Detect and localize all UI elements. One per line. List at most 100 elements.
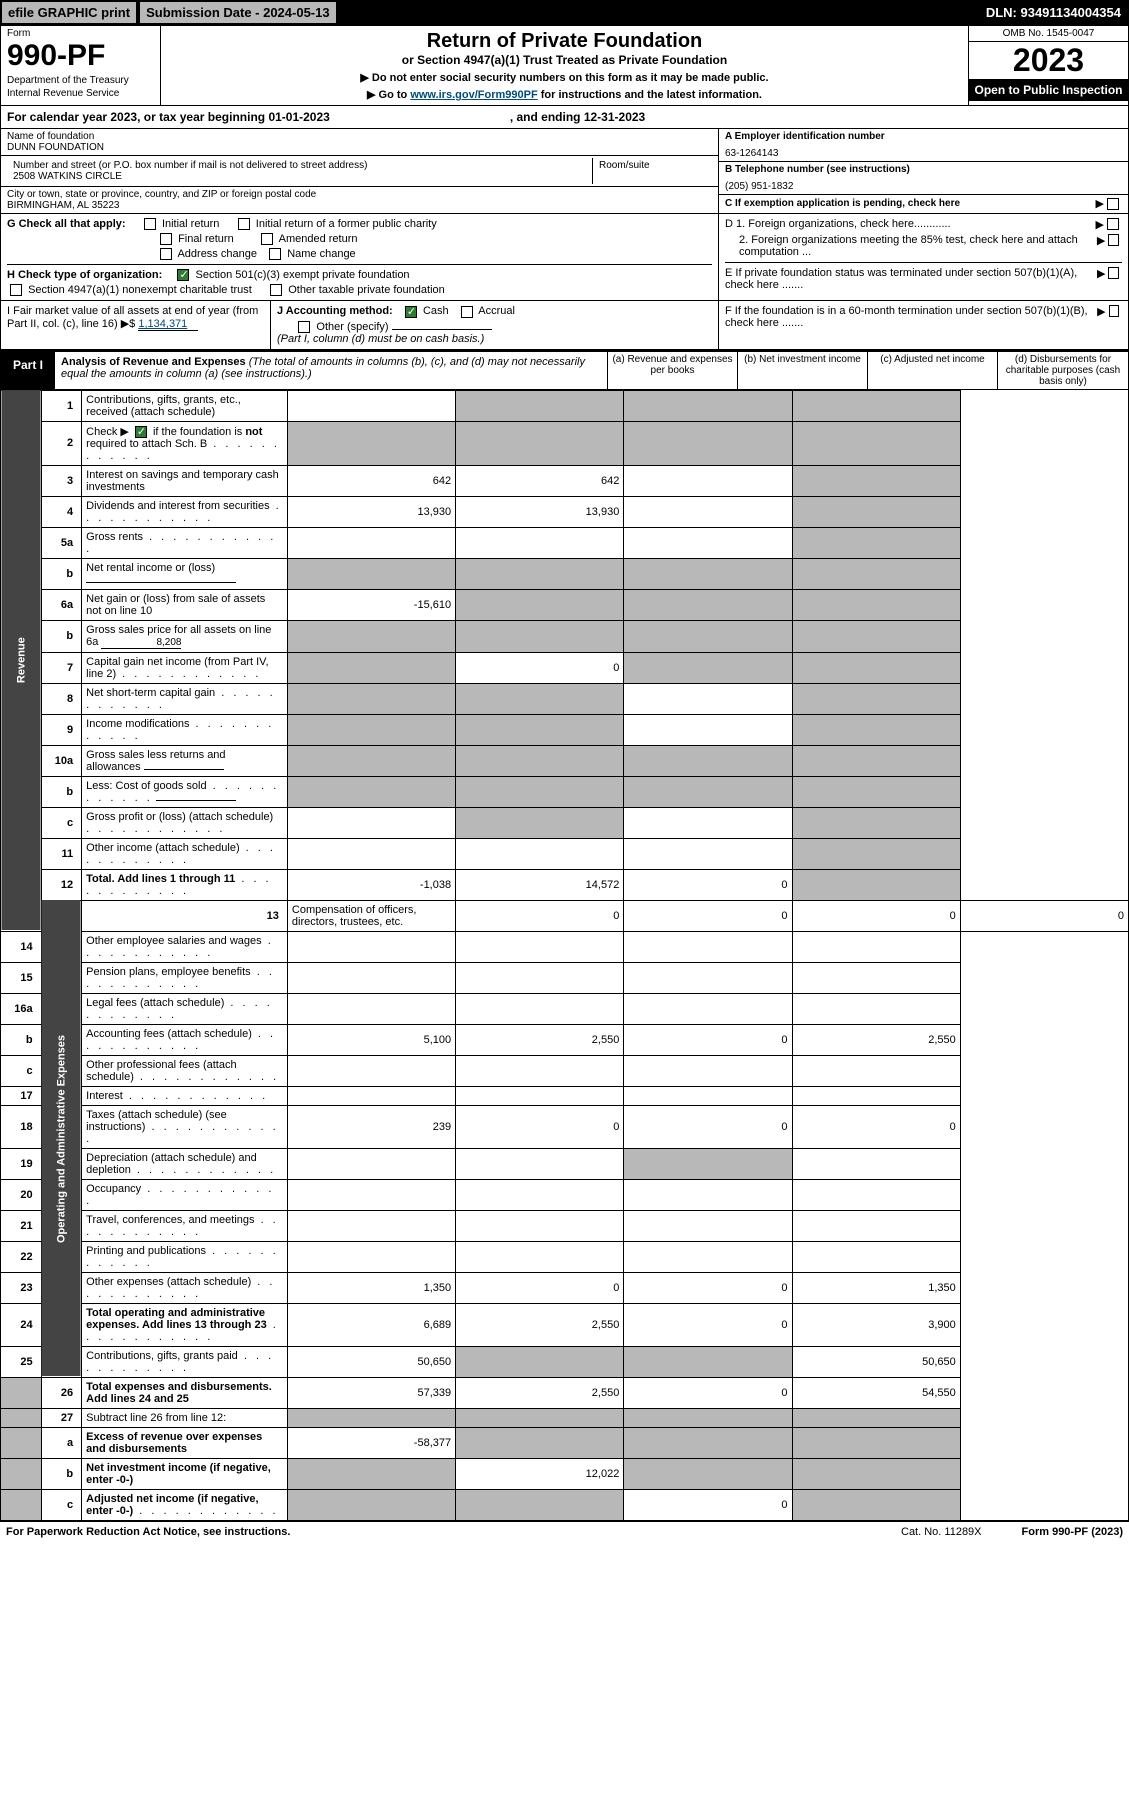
expenses-side-label: Operating and Administrative Expenses [41,900,82,1377]
top-bar: efile GRAPHIC print Submission Date - 20… [0,0,1129,25]
r3: Interest on savings and temporary cash i… [82,465,288,496]
j-other-cb[interactable] [298,321,310,333]
instr-post: for instructions and the latest informat… [538,89,762,101]
c-label: C If exemption application is pending, c… [725,198,960,209]
r2: Check ▶ [86,426,132,438]
r18d-val: 0 [792,1105,960,1148]
phone-val: (205) 951-1832 [725,181,1122,192]
r3b-val: 642 [456,465,624,496]
part1-title: Analysis of Revenue and Expenses [61,356,246,368]
r25a-val: 50,650 [287,1346,455,1377]
submission-date: Submission Date - 2024-05-13 [140,2,336,23]
g-addr-cb[interactable] [160,248,172,260]
r5b: Net rental income or (loss) [86,562,215,574]
h-o1: Section 501(c)(3) exempt private foundat… [196,269,410,281]
f-cb[interactable] [1109,305,1119,317]
city-label: City or town, state or province, country… [7,189,712,200]
name-label: Name of foundation [7,131,712,142]
r13b-val: 0 [624,900,792,931]
f-label: F If the foundation is in a 60-month ter… [725,305,1097,344]
cal-begin: For calendar year 2023, or tax year begi… [7,110,330,124]
main-title: Return of Private Foundation [171,30,958,53]
r23b-val: 0 [456,1272,624,1303]
r12b-val: 14,572 [456,869,624,900]
tax-year: 2023 [969,42,1128,79]
arrow-icon: ▶ [1097,267,1105,291]
j-label: J Accounting method: [277,305,393,317]
d1-label: D 1. Foreign organizations, check here..… [725,218,951,231]
d2-cb[interactable] [1108,234,1119,246]
arrow-icon: ▶$ [121,318,136,330]
r3a-val: 642 [287,465,455,496]
j-accrual-cb[interactable] [461,306,473,318]
dept-treasury: Department of the Treasury [7,75,154,86]
g-final-cb[interactable] [160,233,172,245]
r16bb-val: 2,550 [456,1024,624,1055]
r16ba-val: 5,100 [287,1024,455,1055]
col-d: (d) Disbursements for charitable purpose… [998,352,1128,389]
dln: DLN: 93491134004354 [980,2,1127,23]
city-val: BIRMINGHAM, AL 35223 [7,200,712,211]
d1-cb[interactable] [1107,218,1119,230]
efile-print-btn[interactable]: efile GRAPHIC print [2,2,136,23]
j-accrual: Accrual [478,305,515,317]
d2-label: 2. Foreign organizations meeting the 85%… [725,234,1097,258]
revenue-side-label: Revenue [1,390,42,931]
r16bd-val: 2,550 [792,1024,960,1055]
r23c-val: 0 [624,1272,792,1303]
g-label: G Check all that apply: [7,218,126,230]
r24b-val: 2,550 [456,1303,624,1346]
form-header: Form 990-PF Department of the Treasury I… [0,25,1129,106]
r23a-val: 1,350 [287,1272,455,1303]
pra-notice: For Paperwork Reduction Act Notice, see … [6,1526,290,1538]
r10c: Gross profit or (loss) (attach schedule) [86,811,273,823]
r18c-val: 0 [624,1105,792,1148]
h-label: H Check type of organization: [7,269,162,281]
calendar-year-row: For calendar year 2023, or tax year begi… [0,106,1129,129]
r13: Compensation of officers, directors, tru… [287,900,455,931]
g-amended-cb[interactable] [261,233,273,245]
cat-no: Cat. No. 11289X [901,1526,982,1538]
r23: Other expenses (attach schedule) [86,1276,251,1288]
form-link[interactable]: www.irs.gov/Form990PF [410,89,537,101]
r4: Dividends and interest from securities [86,500,269,512]
r9: Income modifications [86,718,189,730]
r13c-val: 0 [792,900,960,931]
r26: Total expenses and disbursements. Add li… [86,1381,272,1405]
g-initial-cb[interactable] [144,218,156,230]
instr-pre: ▶ Go to [367,89,410,101]
r16a: Legal fees (attach schedule) [86,997,224,1009]
r4a-val: 13,930 [287,496,455,527]
r12c-val: 0 [624,869,792,900]
r6a-val: -15,610 [287,589,455,620]
foundation-name: DUNN FOUNDATION [7,142,712,153]
r6b-val: 8,208 [101,637,181,649]
h-4947-cb[interactable] [10,284,22,296]
r4b-val: 13,930 [456,496,624,527]
h-501c3-cb[interactable] [177,269,189,281]
g-initial-former-cb[interactable] [238,218,250,230]
form-label: Form [7,28,154,39]
col-c: (c) Adjusted net income [868,352,998,389]
j-cash-cb[interactable] [405,306,417,318]
r21: Travel, conferences, and meetings [86,1214,254,1226]
r18a-val: 239 [287,1105,455,1148]
j-cash: Cash [423,305,449,317]
r25: Contributions, gifts, grants paid [86,1350,238,1362]
e-cb[interactable] [1108,267,1119,279]
r2-cb[interactable] [135,426,147,438]
r20: Occupancy [86,1183,141,1195]
g-name-cb[interactable] [269,248,281,260]
part1-tab: Part I [1,352,55,389]
r24d-val: 3,900 [792,1303,960,1346]
r12: Total. Add lines 1 through 11 [86,873,235,885]
col-a: (a) Revenue and expenses per books [608,352,738,389]
h-other-cb[interactable] [270,284,282,296]
j-other: Other (specify) [316,321,388,333]
i-val[interactable]: 1,134,371 [138,318,198,331]
r11: Other income (attach schedule) [86,842,239,854]
addr-label: Number and street (or P.O. box number if… [13,160,586,171]
g-o3: Final return [178,233,234,245]
form-number: 990-PF [7,39,154,73]
c-checkbox[interactable] [1107,198,1119,210]
